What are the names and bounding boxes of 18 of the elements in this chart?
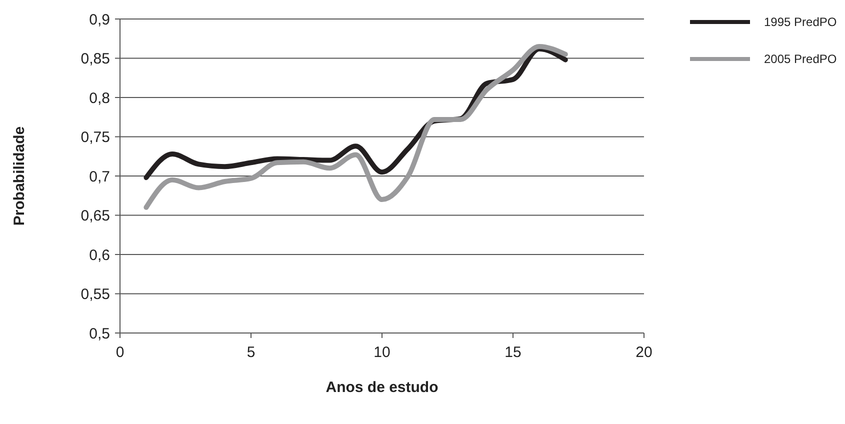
y-axis-title: Probabilidade [11,126,28,226]
y-tick-label: 0,5 [89,325,110,342]
legend-label: 1995 PredPO [764,15,837,30]
x-tick-label: 0 [116,344,124,361]
x-axis-title: Anos de estudo [326,379,438,396]
legend-label: 2005 PredPO [764,52,837,66]
x-tick-label: 15 [504,344,522,361]
y-tick-label: 0,65 [80,208,110,224]
y-tick-label: 0,75 [80,129,110,146]
y-tick-label: 0,85 [80,50,110,68]
x-tick-label: 5 [246,344,256,361]
y-tick-label: 0,7 [89,168,110,186]
y-tick-label: 0,8 [89,90,110,107]
x-tick-label: 10 [374,344,390,361]
y-tick-label: 0,9 [89,11,110,28]
y-tick-label: 0,55 [80,286,110,303]
x-tick-label: 20 [636,344,652,361]
y-tick-label: 0,6 [89,246,110,264]
